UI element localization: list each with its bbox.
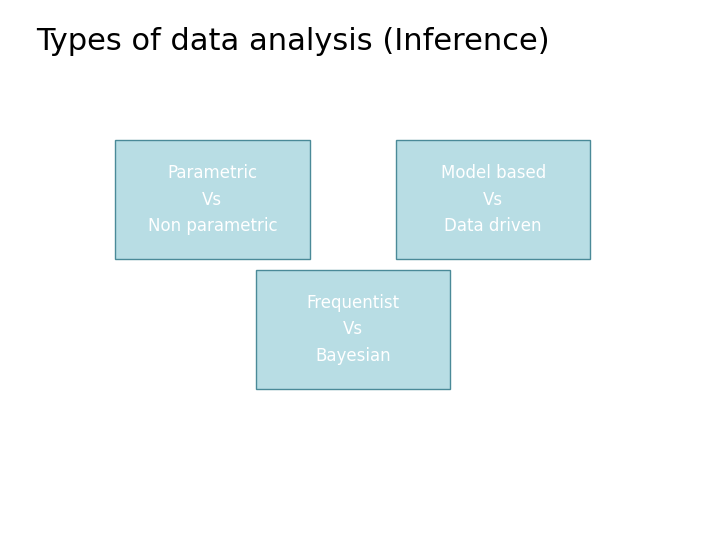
Text: Parametric
Vs
Non parametric: Parametric Vs Non parametric (148, 164, 277, 235)
Text: Types of data analysis (Inference): Types of data analysis (Inference) (36, 27, 549, 56)
Text: Frequentist
Vs
Bayesian: Frequentist Vs Bayesian (306, 294, 400, 365)
Text: Model based
Vs
Data driven: Model based Vs Data driven (441, 164, 546, 235)
